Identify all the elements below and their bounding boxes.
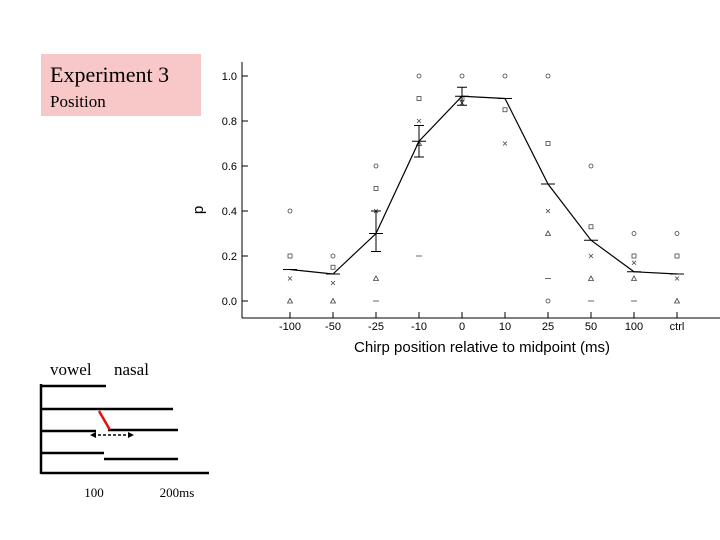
y-axis-ticks: 0.0 0.2 0.4 0.6 0.8 1.0 [222,71,248,308]
x-tick-label: -10 [411,321,427,333]
arrow-left-head [90,432,96,438]
x-tick-label: -100 [279,321,301,333]
subject-point [416,118,422,124]
subject-point [631,260,637,266]
subject-point [329,297,337,304]
subject-point [545,298,551,304]
nasal-label: nasal [114,360,149,379]
x-tick-label: -50 [325,321,341,333]
y-tick-label: 1.0 [222,71,237,83]
title-box: Experiment 3 Position [41,54,201,116]
subject-point [588,224,594,230]
vowel-label: vowel [50,360,92,379]
y-tick-label: 0.6 [222,161,237,173]
subject-point [545,141,551,146]
subject-point [674,253,680,259]
subject-point [587,275,595,281]
y-tick-label: 0.4 [222,206,237,218]
y-tick-label: 0.2 [222,251,237,263]
subject-point [588,253,594,259]
x-tick-label: 50 [585,321,597,333]
chirp-segment [97,410,112,431]
subject-point [416,96,422,101]
x-tick-label: 0 [459,321,465,333]
subject-point [373,186,379,191]
subject-point [287,253,293,259]
subject-point [459,73,465,79]
subject-point [631,231,637,236]
chart-frame [241,62,720,319]
subject-point [588,163,594,169]
subject-point [330,264,336,270]
x-tick-label: 25 [542,321,554,333]
subject-point [372,275,380,281]
mean-line [289,95,678,275]
x-tick-label: 100 [625,321,643,333]
subject-point [416,73,422,79]
subject-point [544,230,552,236]
subject-point [630,275,638,281]
time-tick-100: 100 [84,485,104,500]
subject-point [545,73,551,79]
y-axis-label: p [190,206,207,214]
x-axis-label: Chirp position relative to midpoint (ms) [354,339,610,356]
subject-point [545,208,551,214]
x-tick-label: 10 [499,321,511,333]
time-tick-200ms: 200ms [160,485,195,500]
x-axis-ticks: -100 -50 -25 -10 0 10 25 50 100 ctrl [279,312,684,333]
x-tick-label: -25 [368,321,384,333]
subject-point [287,276,293,281]
subject-point [286,297,294,304]
subject-point [631,253,637,259]
subject-point [674,276,680,281]
subject-point [287,208,293,214]
subject-point [373,163,379,169]
slide-title: Experiment 3 [50,62,170,87]
arrow-right-head [128,432,134,438]
y-tick-label: 0.8 [222,116,237,128]
subject-point [674,231,680,236]
subject-point [502,107,508,113]
slide-subtitle: Position [50,92,106,111]
subject-point [502,73,508,79]
y-tick-label: 0.0 [222,296,237,308]
subject-point [673,297,681,304]
subject-point [502,141,508,146]
subject-point [330,253,336,259]
x-tick-label: ctrl [670,321,685,333]
subject-point [330,280,336,286]
